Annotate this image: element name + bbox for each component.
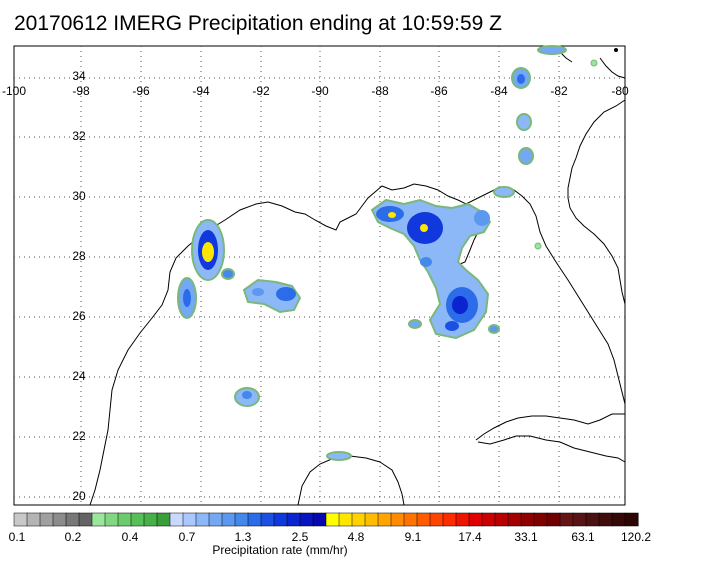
colorbar-swatch: [52, 512, 67, 527]
colorbar-swatch: [572, 512, 587, 527]
lon-label: -96: [132, 84, 150, 98]
lon-label: -94: [192, 84, 210, 98]
colorbar-swatch: [312, 512, 327, 527]
lat-label: 20: [72, 489, 86, 503]
colorbar-swatch: [13, 512, 28, 527]
colorbar-swatch: [364, 512, 379, 527]
colorbar-swatch: [468, 512, 483, 527]
lat-label: 30: [72, 189, 86, 203]
latitude-labels: 34 32 30 28 26 24 22 20: [72, 69, 86, 503]
colorbar-swatch: [26, 512, 41, 527]
colorbar-swatch: [299, 512, 314, 527]
colorbar-swatch: [247, 512, 262, 527]
colorbar-label: 1.3: [235, 530, 252, 544]
colorbar-swatch: [208, 512, 223, 527]
colorbar-swatch: [325, 512, 340, 527]
colorbar-swatch: [442, 512, 457, 527]
colorbar-swatch: [169, 512, 184, 527]
colorbar-swatch: [156, 512, 171, 527]
colorbar-swatch: [351, 512, 366, 527]
colorbar-label: 4.8: [348, 530, 365, 544]
colorbar-swatch: [429, 512, 444, 527]
colorbar-swatch: [104, 512, 119, 527]
colorbar-swatch: [78, 512, 93, 527]
lat-label: 34: [72, 69, 86, 83]
lon-label: -84: [490, 84, 508, 98]
map-title: 20170612 IMERG Precipitation ending at 1…: [14, 12, 502, 35]
colorbar-swatch: [403, 512, 418, 527]
colorbar-labels: 0.1 0.2 0.4 0.7 1.3 2.5 4.8 9.1 17.4 33.…: [9, 530, 652, 544]
rain-cell-louisiana: [177, 219, 235, 319]
lon-label: -98: [72, 84, 90, 98]
colorbar-label: 33.1: [514, 530, 538, 544]
colorbar-label: 0.4: [122, 530, 139, 544]
colorbar-swatch: [273, 512, 288, 527]
colorbar-swatch: [481, 512, 496, 527]
lat-label: 24: [72, 369, 86, 383]
colorbar-label: 63.1: [571, 530, 595, 544]
colorbar-label: 0.2: [65, 530, 82, 544]
colorbar-swatch: [455, 512, 470, 527]
lat-label: 26: [72, 309, 86, 323]
colorbar-label: 9.1: [405, 530, 422, 544]
colorbar-swatch: [520, 512, 535, 527]
lon-label: -90: [311, 84, 329, 98]
lon-label: -88: [371, 84, 389, 98]
colorbar-swatch: [221, 512, 236, 527]
colorbar-swatch: [624, 512, 639, 527]
colorbar-swatch: [338, 512, 353, 527]
colorbar-swatch: [559, 512, 574, 527]
colorbar-swatch: [39, 512, 54, 527]
lon-label: -100: [2, 84, 26, 98]
colorbar-label: 0.1: [9, 530, 26, 544]
colorbar-swatch: [507, 512, 522, 527]
grid-lines: [14, 46, 625, 505]
colorbar-swatch: [143, 512, 158, 527]
colorbar-title: Precipitation rate (mm/hr): [212, 543, 347, 557]
colorbar-label: 0.7: [179, 530, 196, 544]
colorbar-swatch: [611, 512, 626, 527]
colorbar-swatch: [546, 512, 561, 527]
lat-label: 22: [72, 429, 86, 443]
colorbar-swatch: [286, 512, 301, 527]
colorbar-swatch: [65, 512, 80, 527]
colorbar: [13, 512, 639, 527]
colorbar-label: 17.4: [458, 530, 482, 544]
colorbar-label: 120.2: [621, 530, 651, 544]
rain-cell-northeast-gulf: [370, 186, 515, 340]
colorbar-swatch: [377, 512, 392, 527]
longitude-labels: -100 -98 -96 -94 -92 -90 -88 -86 -84 -82…: [2, 84, 629, 98]
lat-label: 28: [72, 249, 86, 263]
colorbar-swatch: [117, 512, 132, 527]
lat-label: 32: [72, 129, 86, 143]
colorbar-swatch: [182, 512, 197, 527]
colorbar-label: 2.5: [292, 530, 309, 544]
colorbar-swatch: [260, 512, 275, 527]
colorbar-swatch: [91, 512, 106, 527]
colorbar-swatch: [195, 512, 210, 527]
rain-cell-georgia: [326, 45, 618, 461]
lon-label: -92: [252, 84, 270, 98]
colorbar-swatch: [494, 512, 509, 527]
colorbar-swatch: [130, 512, 145, 527]
colorbar-swatch: [533, 512, 548, 527]
colorbar-swatch: [585, 512, 600, 527]
rain-cell-south-gulf: [234, 387, 260, 407]
coastline: [89, 45, 626, 506]
precipitation-cells: [177, 45, 618, 461]
rain-cell-central-gulf: [242, 278, 302, 314]
colorbar-swatch: [416, 512, 431, 527]
lon-label: -80: [611, 84, 629, 98]
colorbar-swatch: [390, 512, 405, 527]
colorbar-swatch: [234, 512, 249, 527]
lon-label: -86: [430, 84, 448, 98]
lon-label: -82: [550, 84, 568, 98]
colorbar-swatch: [598, 512, 613, 527]
